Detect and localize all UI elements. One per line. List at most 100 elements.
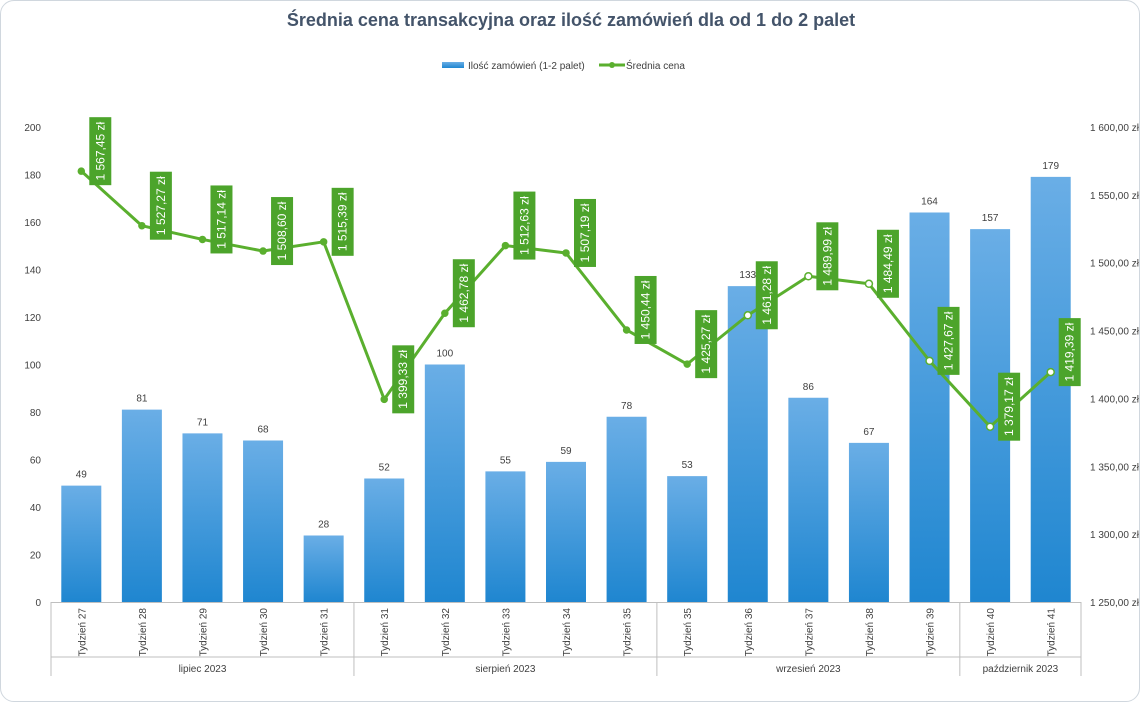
right-axis-tick-label: 1 300,00 zł [1090, 530, 1140, 541]
legend-line-label: Średnia cena [626, 59, 685, 72]
price-point [259, 247, 267, 255]
bar [61, 485, 102, 602]
price-label: 1 427,67 zł [937, 306, 960, 375]
price-label: 1 379,17 zł [998, 372, 1021, 441]
right-axis-tick-label: 1 350,00 zł [1090, 462, 1140, 473]
price-label-text: 1 450,44 zł [639, 280, 653, 339]
price-label: 1 461,28 zł [755, 261, 778, 330]
price-label-box [755, 261, 778, 330]
bar [243, 440, 284, 602]
price-label: 1 527,27 zł [149, 171, 172, 240]
price-label-box [331, 187, 354, 256]
bar [364, 478, 405, 602]
bar-value-label: 100 [436, 349, 453, 360]
price-point [864, 279, 874, 289]
price-label: 1 399,33 zł [392, 345, 415, 414]
price-label: 1 515,39 zł [331, 187, 354, 256]
bar-data-labels: 49 81 71 68 28 52 100 55 59 78 53 133 86 67 164 157 179 [76, 161, 1060, 531]
price-label: 1 507,19 zł [574, 198, 596, 267]
price-label-box [634, 275, 657, 344]
left-axis-tick-label: 20 [30, 551, 42, 562]
month-group-label: sierpień 2023 [475, 664, 535, 675]
bar-value-label: 53 [682, 460, 694, 471]
bar-value-label: 52 [379, 463, 391, 474]
category-label: Tydzień 41 [1047, 608, 1058, 657]
price-label-box [271, 197, 294, 266]
category-label-text: Tydzień 35 [683, 608, 694, 657]
price-label: 1 425,27 zł [695, 310, 718, 379]
price-label-text: 1 399,33 zł [396, 350, 410, 409]
price-point [743, 311, 753, 320]
bar-value-label: 164 [921, 197, 938, 208]
bar-series [61, 176, 1071, 602]
x-axis: Tydzień 27 Tydzień 28 Tydzień 29 Tydzień 30… [50, 602, 1082, 676]
category-label: Tydzień 28 [138, 608, 149, 657]
category-label-text: Tydzień 32 [441, 608, 452, 657]
price-label-text: 1 517,14 zł [214, 190, 228, 249]
price-label-box [695, 310, 718, 379]
price-label-text: 1 508,60 zł [275, 201, 289, 260]
price-label-text: 1 527,27 zł [154, 176, 168, 235]
price-label-box [816, 222, 839, 291]
category-label: Tydzień 35 [683, 608, 694, 657]
category-label: Tydzień 31 [380, 608, 391, 657]
category-label: Tydzień 31 [320, 608, 331, 657]
price-point [198, 235, 207, 244]
price-label-text: 1 379,17 zł [1002, 377, 1016, 436]
left-axis: 0 20 40 60 80 100 120 140 160 180 200 [24, 123, 41, 609]
right-axis-tick-label: 1 450,00 zł [1090, 327, 1140, 338]
bar [485, 471, 526, 602]
price-label-text: 1 512,63 zł [517, 196, 531, 255]
bar-value-label: 81 [136, 394, 148, 405]
bar [909, 212, 950, 602]
price-label: 1 484,49 zł [876, 229, 899, 298]
price-label: 1 517,14 zł [210, 185, 233, 254]
price-label: 1 450,44 zł [634, 275, 657, 344]
bar-value-label: 71 [197, 417, 209, 428]
price-label-text: 1 515,39 zł [336, 192, 350, 251]
bar [788, 397, 829, 602]
category-label: Tydzień 37 [804, 608, 815, 657]
left-axis-tick-label: 60 [30, 456, 42, 467]
bar [546, 461, 586, 602]
category-label-text: Tydzień 33 [501, 608, 512, 657]
right-axis-tick-label: 1 400,00 zł [1090, 394, 1140, 405]
category-label: Tydzień 27 [77, 608, 88, 657]
left-axis-tick-label: 40 [30, 503, 42, 514]
bar-value-label: 68 [257, 425, 269, 436]
price-label: 1 508,60 zł [271, 197, 294, 266]
category-label: Tydzień 38 [865, 608, 876, 657]
price-label-box [149, 171, 172, 240]
bar-value-label: 157 [982, 213, 999, 224]
price-point [683, 360, 691, 368]
category-label-text: Tydzień 37 [804, 608, 815, 657]
category-label: Tydzień 34 [562, 608, 573, 657]
month-group-label: wrzesień 2023 [775, 664, 841, 675]
price-label-text: 1 419,39 zł [1063, 322, 1077, 381]
category-label-text: Tydzień 38 [865, 608, 876, 657]
price-point [138, 221, 146, 230]
bar-value-label: 55 [500, 455, 512, 466]
bar-value-label: 78 [621, 401, 633, 412]
bar-value-label: 49 [76, 470, 88, 481]
bar [1030, 176, 1071, 602]
bar [121, 409, 162, 602]
price-label-box [392, 345, 415, 414]
category-label-text: Tydzień 36 [744, 608, 755, 657]
price-point [319, 238, 328, 246]
category-label: Tydzień 40 [986, 608, 997, 657]
category-label: Tydzień 36 [744, 608, 755, 657]
price-label-box [452, 259, 475, 328]
category-label: Tydzień 30 [259, 608, 270, 657]
category-label-text: Tydzień 35 [623, 608, 634, 657]
right-axis-tick-label: 1 250,00 zł [1090, 598, 1140, 609]
right-axis-tick-label: 1 500,00 zł [1090, 259, 1140, 270]
price-label-box [89, 117, 112, 186]
legend-bar-label: Ilość zamówień (1-2 palet) [468, 61, 585, 72]
category-label: Tydzień 33 [501, 608, 512, 657]
category-label-text: Tydzień 31 [380, 608, 391, 657]
left-axis-tick-label: 120 [24, 313, 41, 324]
left-axis-tick-label: 0 [35, 598, 41, 609]
